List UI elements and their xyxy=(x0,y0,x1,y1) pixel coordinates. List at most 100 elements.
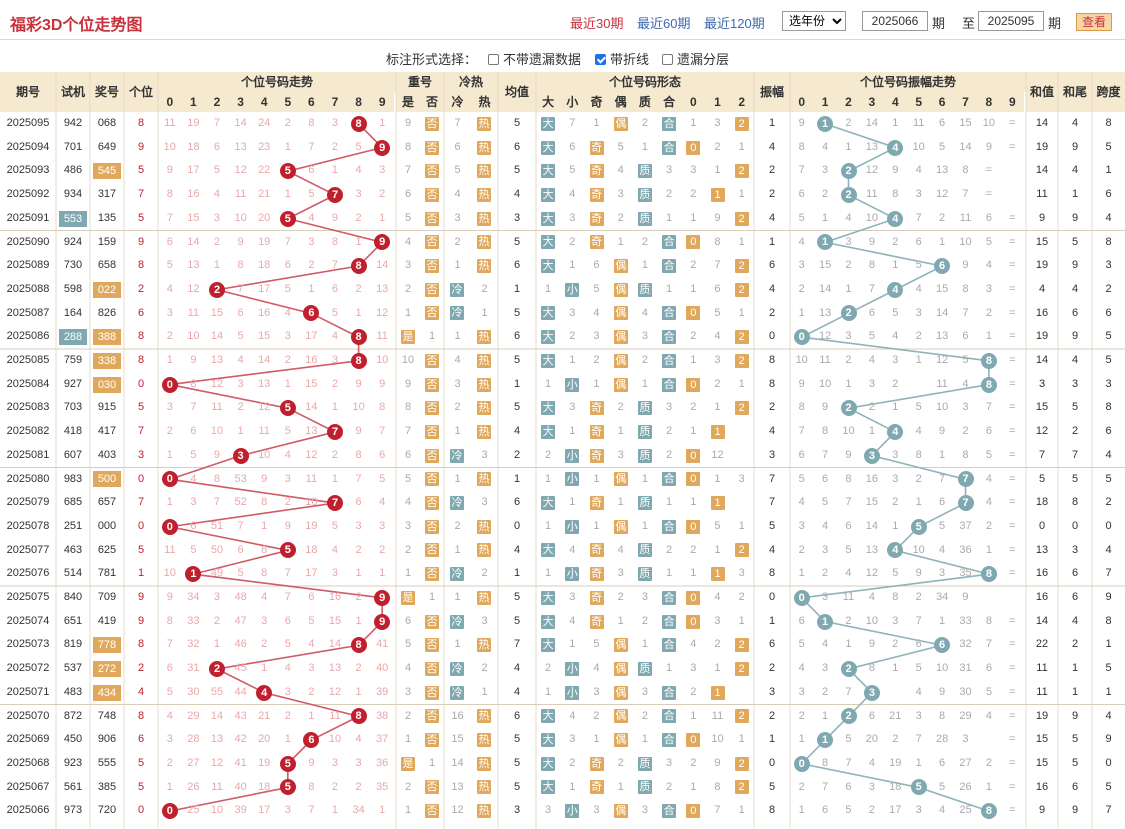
form-miss: 3 xyxy=(738,567,745,580)
tail-cell: 4 xyxy=(1071,164,1079,177)
avg-cell: 3 xyxy=(513,804,521,817)
trial-cell: 840 xyxy=(63,591,83,603)
header-amp-digit-3: 3 xyxy=(860,92,884,112)
form-miss: 2 xyxy=(641,614,648,627)
trend-miss-cell: 1 xyxy=(284,140,291,153)
recent-120-link[interactable]: 最近120期 xyxy=(704,16,765,31)
form-miss: 4 xyxy=(569,188,576,201)
to-issue-input[interactable] xyxy=(978,11,1044,31)
composite-tag: 合 xyxy=(662,709,677,724)
hot-tag: 热 xyxy=(477,472,491,487)
trend-miss-cell: 9 xyxy=(379,377,386,390)
recent-60-link[interactable]: 最近60期 xyxy=(637,16,691,31)
form-miss: 1 xyxy=(545,282,552,295)
trend-miss-cell: 8 xyxy=(331,235,339,248)
form-miss: 3 xyxy=(569,591,576,603)
avg-cell: 4 xyxy=(513,543,521,556)
amp-miss-cell: 10 xyxy=(935,401,949,414)
dup-miss-cell: 4 xyxy=(404,496,412,509)
span-cell: 4 xyxy=(1105,543,1112,556)
sum-cell: 19 xyxy=(1035,259,1049,272)
amp-miss-cell: 8 xyxy=(915,448,922,461)
amp-miss-cell: 7 xyxy=(915,733,922,746)
dup-miss-cell: 7 xyxy=(404,164,412,177)
option-layered[interactable]: 遗漏分层 xyxy=(662,49,729,68)
amp-miss-cell: 9 xyxy=(822,401,829,414)
trend-miss-cell: 8 xyxy=(261,496,268,509)
trial-cell: 486 xyxy=(63,164,83,177)
amp-miss-cell: 6 xyxy=(868,306,875,319)
trend-miss-cell: 21 xyxy=(258,188,271,201)
odd-tag: 奇 xyxy=(589,567,604,582)
tail-cell: 5 xyxy=(1071,756,1079,769)
amp-miss-cell: 5 xyxy=(985,235,992,248)
trend-miss-cell: 5 xyxy=(237,330,244,343)
trend-miss-cell: 15 xyxy=(187,211,200,224)
recent-30-link[interactable]: 最近30期 xyxy=(570,16,624,31)
header-digit-6: 6 xyxy=(299,92,324,112)
amp-miss-cell: 5 xyxy=(845,733,852,746)
trend-miss-cell: 12 xyxy=(187,282,200,295)
sum-cell: 0 xyxy=(1038,519,1046,532)
dup-no-tag: 否 xyxy=(425,733,439,748)
unit-cell: 7 xyxy=(137,188,145,201)
issue-cell: 2025075 xyxy=(6,591,50,603)
dup-miss-cell: 6 xyxy=(404,448,412,461)
prize-cell: 649 xyxy=(97,140,117,153)
prize-cell: 555 xyxy=(97,756,117,769)
header-digit-2: 2 xyxy=(205,92,229,112)
checkbox-icon[interactable] xyxy=(662,54,673,65)
dup-no-tag: 否 xyxy=(425,424,439,439)
amp-miss-cell: 4 xyxy=(868,591,875,603)
checkbox-icon[interactable] xyxy=(488,54,499,65)
form-miss: 1 xyxy=(593,117,600,129)
header-form-sub: 小 xyxy=(560,92,585,112)
amp-ball: 7 xyxy=(957,471,974,488)
small-tag: 小 xyxy=(565,804,580,819)
form-miss: 2 xyxy=(617,591,624,603)
amp-ball: 4 xyxy=(887,542,904,559)
form-miss: 1 xyxy=(569,354,576,366)
trial-cell: 463 xyxy=(63,543,83,556)
composite-tag: 合 xyxy=(662,330,677,345)
form-miss: 1 xyxy=(641,140,648,153)
trend-miss-cell: 5 xyxy=(166,259,173,272)
prize-cell: 709 xyxy=(97,591,117,603)
amp-miss-cell: 11 xyxy=(936,377,948,390)
amp-miss-cell: 2 xyxy=(892,235,899,248)
amp-miss-cell: 5 xyxy=(798,472,805,485)
header-form-sub: 大 xyxy=(536,92,561,112)
from-issue-input[interactable] xyxy=(862,11,928,31)
amp-ball: 1 xyxy=(817,732,834,749)
amp-miss-cell: 8 xyxy=(798,401,805,414)
trend-miss-cell: 3 xyxy=(190,496,197,509)
unit-ball: 0 xyxy=(161,518,178,535)
option-no-missing[interactable]: 不带遗漏数据 xyxy=(488,49,581,68)
header-amp-digit-0: 0 xyxy=(790,92,814,112)
tail-cell: 2 xyxy=(1071,425,1079,438)
form-miss: 3 xyxy=(666,756,673,769)
road-tag-0: 0 xyxy=(686,235,701,250)
trend-miss-cell: 13 xyxy=(187,259,200,272)
trend-miss-cell: 19 xyxy=(187,117,200,129)
amp-cell: 6 xyxy=(768,259,776,272)
form-miss: 5 xyxy=(593,638,600,651)
amp-miss-cell: 4 xyxy=(939,804,946,817)
issue-cell: 2025078 xyxy=(6,519,50,532)
amp-miss-cell: 26 xyxy=(959,780,972,793)
avg-cell: 4 xyxy=(513,188,521,201)
amp-miss-cell: = xyxy=(1009,709,1016,722)
option-polyline[interactable]: 带折线 xyxy=(595,49,649,68)
form-miss: 2 xyxy=(690,401,697,414)
amp-miss-cell: 5 xyxy=(845,804,852,817)
avg-cell: 1 xyxy=(513,377,521,390)
trend-miss-cell: 9 xyxy=(166,164,173,177)
checkbox-checked-icon[interactable] xyxy=(595,54,606,65)
avg-cell: 1 xyxy=(513,282,521,295)
query-button[interactable]: 查看 xyxy=(1076,13,1112,31)
unit-cell: 6 xyxy=(137,306,145,319)
form-miss: 1 xyxy=(593,472,600,485)
dup-miss-cell: 4 xyxy=(404,662,412,675)
year-select[interactable]: 选年份 xyxy=(782,11,846,31)
trend-miss-cell: 3 xyxy=(379,519,386,532)
